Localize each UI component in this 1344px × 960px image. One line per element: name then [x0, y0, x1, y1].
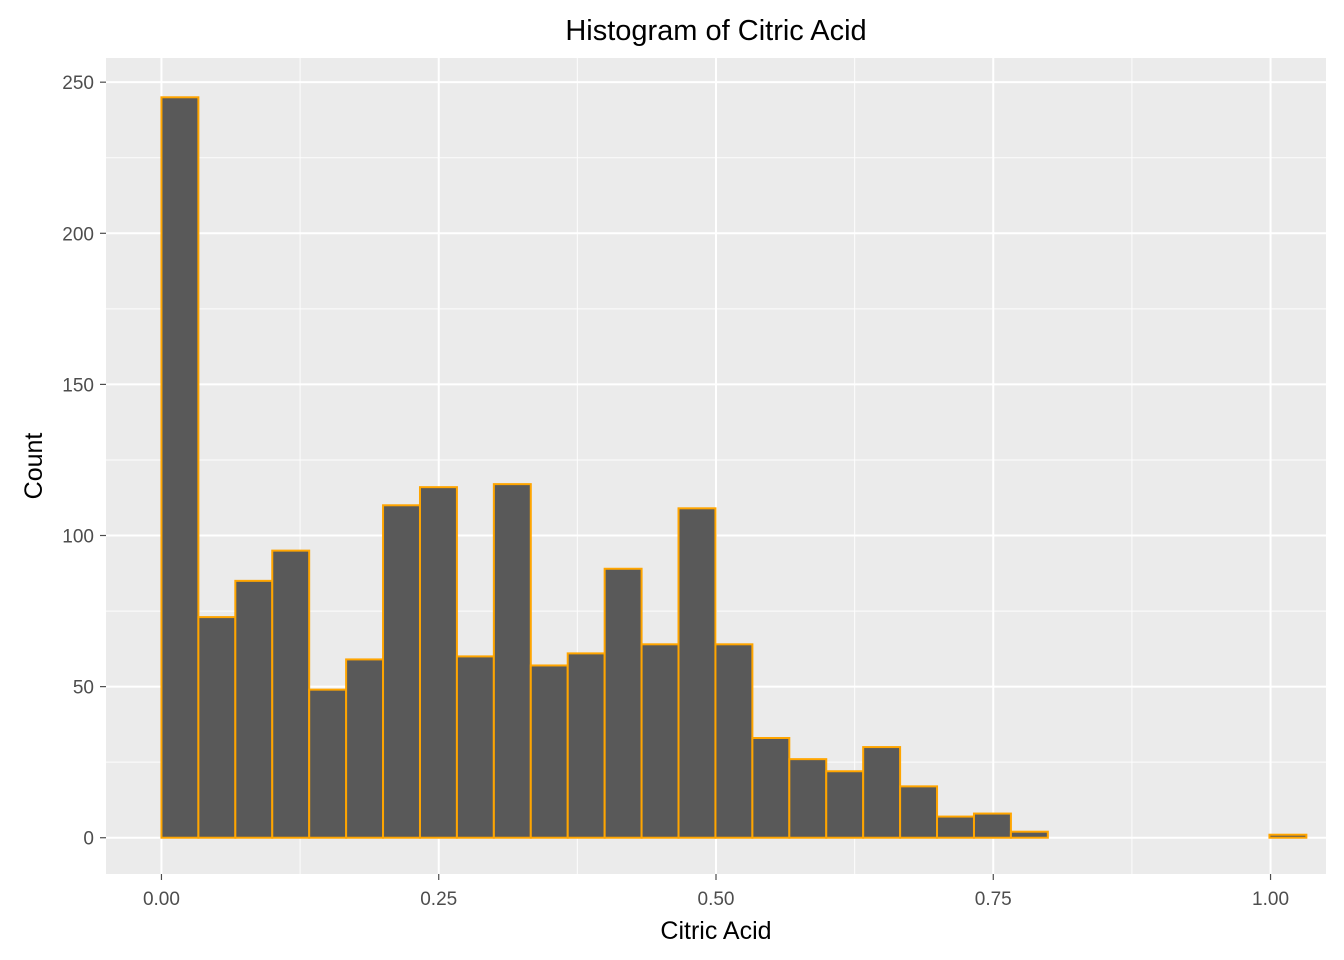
histogram-bar: [1011, 832, 1048, 838]
histogram-bar: [383, 505, 420, 837]
histogram-bar: [974, 814, 1011, 838]
histogram-bar: [346, 659, 383, 837]
histogram-bar: [679, 508, 716, 837]
histogram-bar: [715, 644, 752, 837]
x-tick-label: 0.25: [420, 889, 457, 910]
histogram-bar: [272, 551, 309, 838]
histogram-bar: [789, 759, 826, 838]
x-tick-label: 0.75: [975, 889, 1012, 910]
y-tick-label: 50: [73, 678, 94, 699]
y-tick-label: 150: [62, 375, 94, 396]
histogram-bar: [1269, 835, 1306, 838]
histogram-bar: [937, 817, 974, 838]
histogram-bar: [752, 738, 789, 838]
y-axis-title: Count: [20, 433, 48, 500]
histogram-bar: [494, 484, 531, 838]
y-tick-label: 200: [62, 224, 94, 245]
histogram-bar: [457, 656, 494, 837]
histogram-bar: [198, 617, 235, 838]
x-tick-label: 1.00: [1252, 889, 1289, 910]
histogram-bar: [161, 97, 198, 837]
x-tick-label: 0.00: [143, 889, 180, 910]
histogram-bar: [568, 653, 605, 837]
x-axis-title: Citric Acid: [660, 917, 771, 945]
y-tick-label: 0: [83, 829, 94, 850]
histogram-bar: [420, 487, 457, 838]
y-axis: 0 50 100 150 200 250: [62, 73, 106, 850]
chart-title: Histogram of Citric Acid: [565, 15, 866, 47]
histogram-bar: [826, 771, 863, 837]
x-tick-label: 0.50: [698, 889, 735, 910]
histogram-bar: [235, 581, 272, 838]
histogram-bar: [309, 690, 346, 838]
x-axis: 0.00 0.25 0.50 0.75 1.00: [143, 874, 1289, 910]
y-tick-label: 250: [62, 73, 94, 94]
y-tick-label: 100: [62, 527, 94, 548]
histogram-bar: [863, 747, 900, 838]
histogram-bar: [900, 786, 937, 837]
histogram-bar: [531, 665, 568, 837]
histogram-bar: [642, 644, 679, 837]
histogram-bar: [605, 569, 642, 838]
